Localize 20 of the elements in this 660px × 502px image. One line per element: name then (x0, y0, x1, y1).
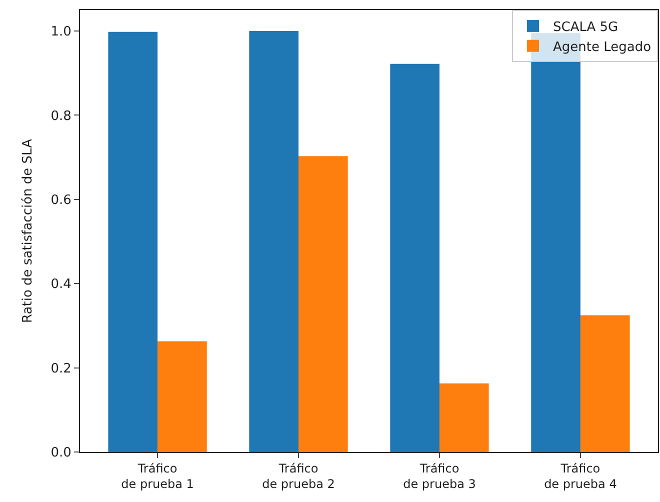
x-tick-label: Tráfico de prueba 2 (262, 461, 335, 491)
x-tick-label: Tráfico de prueba 3 (403, 461, 476, 491)
bar (249, 31, 299, 452)
legend-label: Agente Legado (553, 40, 652, 55)
bar (439, 383, 489, 452)
y-tick-label: 0.8 (50, 108, 72, 124)
y-tick-label: 0.6 (50, 192, 72, 208)
bar (108, 32, 158, 452)
legend-label: SCALA 5G (553, 20, 618, 36)
bar (580, 315, 630, 452)
y-tick-label: 1.0 (50, 24, 72, 40)
x-tick-label: Tráfico de prueba 1 (121, 461, 194, 491)
x-tick-label: Tráfico de prueba 4 (544, 461, 617, 491)
y-tick-label: 0.4 (50, 277, 72, 292)
y-tick-label: 0.2 (50, 361, 72, 376)
y-axis-title: Ratio de satisfacción de SLA (20, 138, 36, 323)
bar (390, 64, 440, 452)
bar (298, 156, 348, 452)
bar (158, 341, 207, 452)
y-tick-label: 0.0 (50, 446, 72, 461)
